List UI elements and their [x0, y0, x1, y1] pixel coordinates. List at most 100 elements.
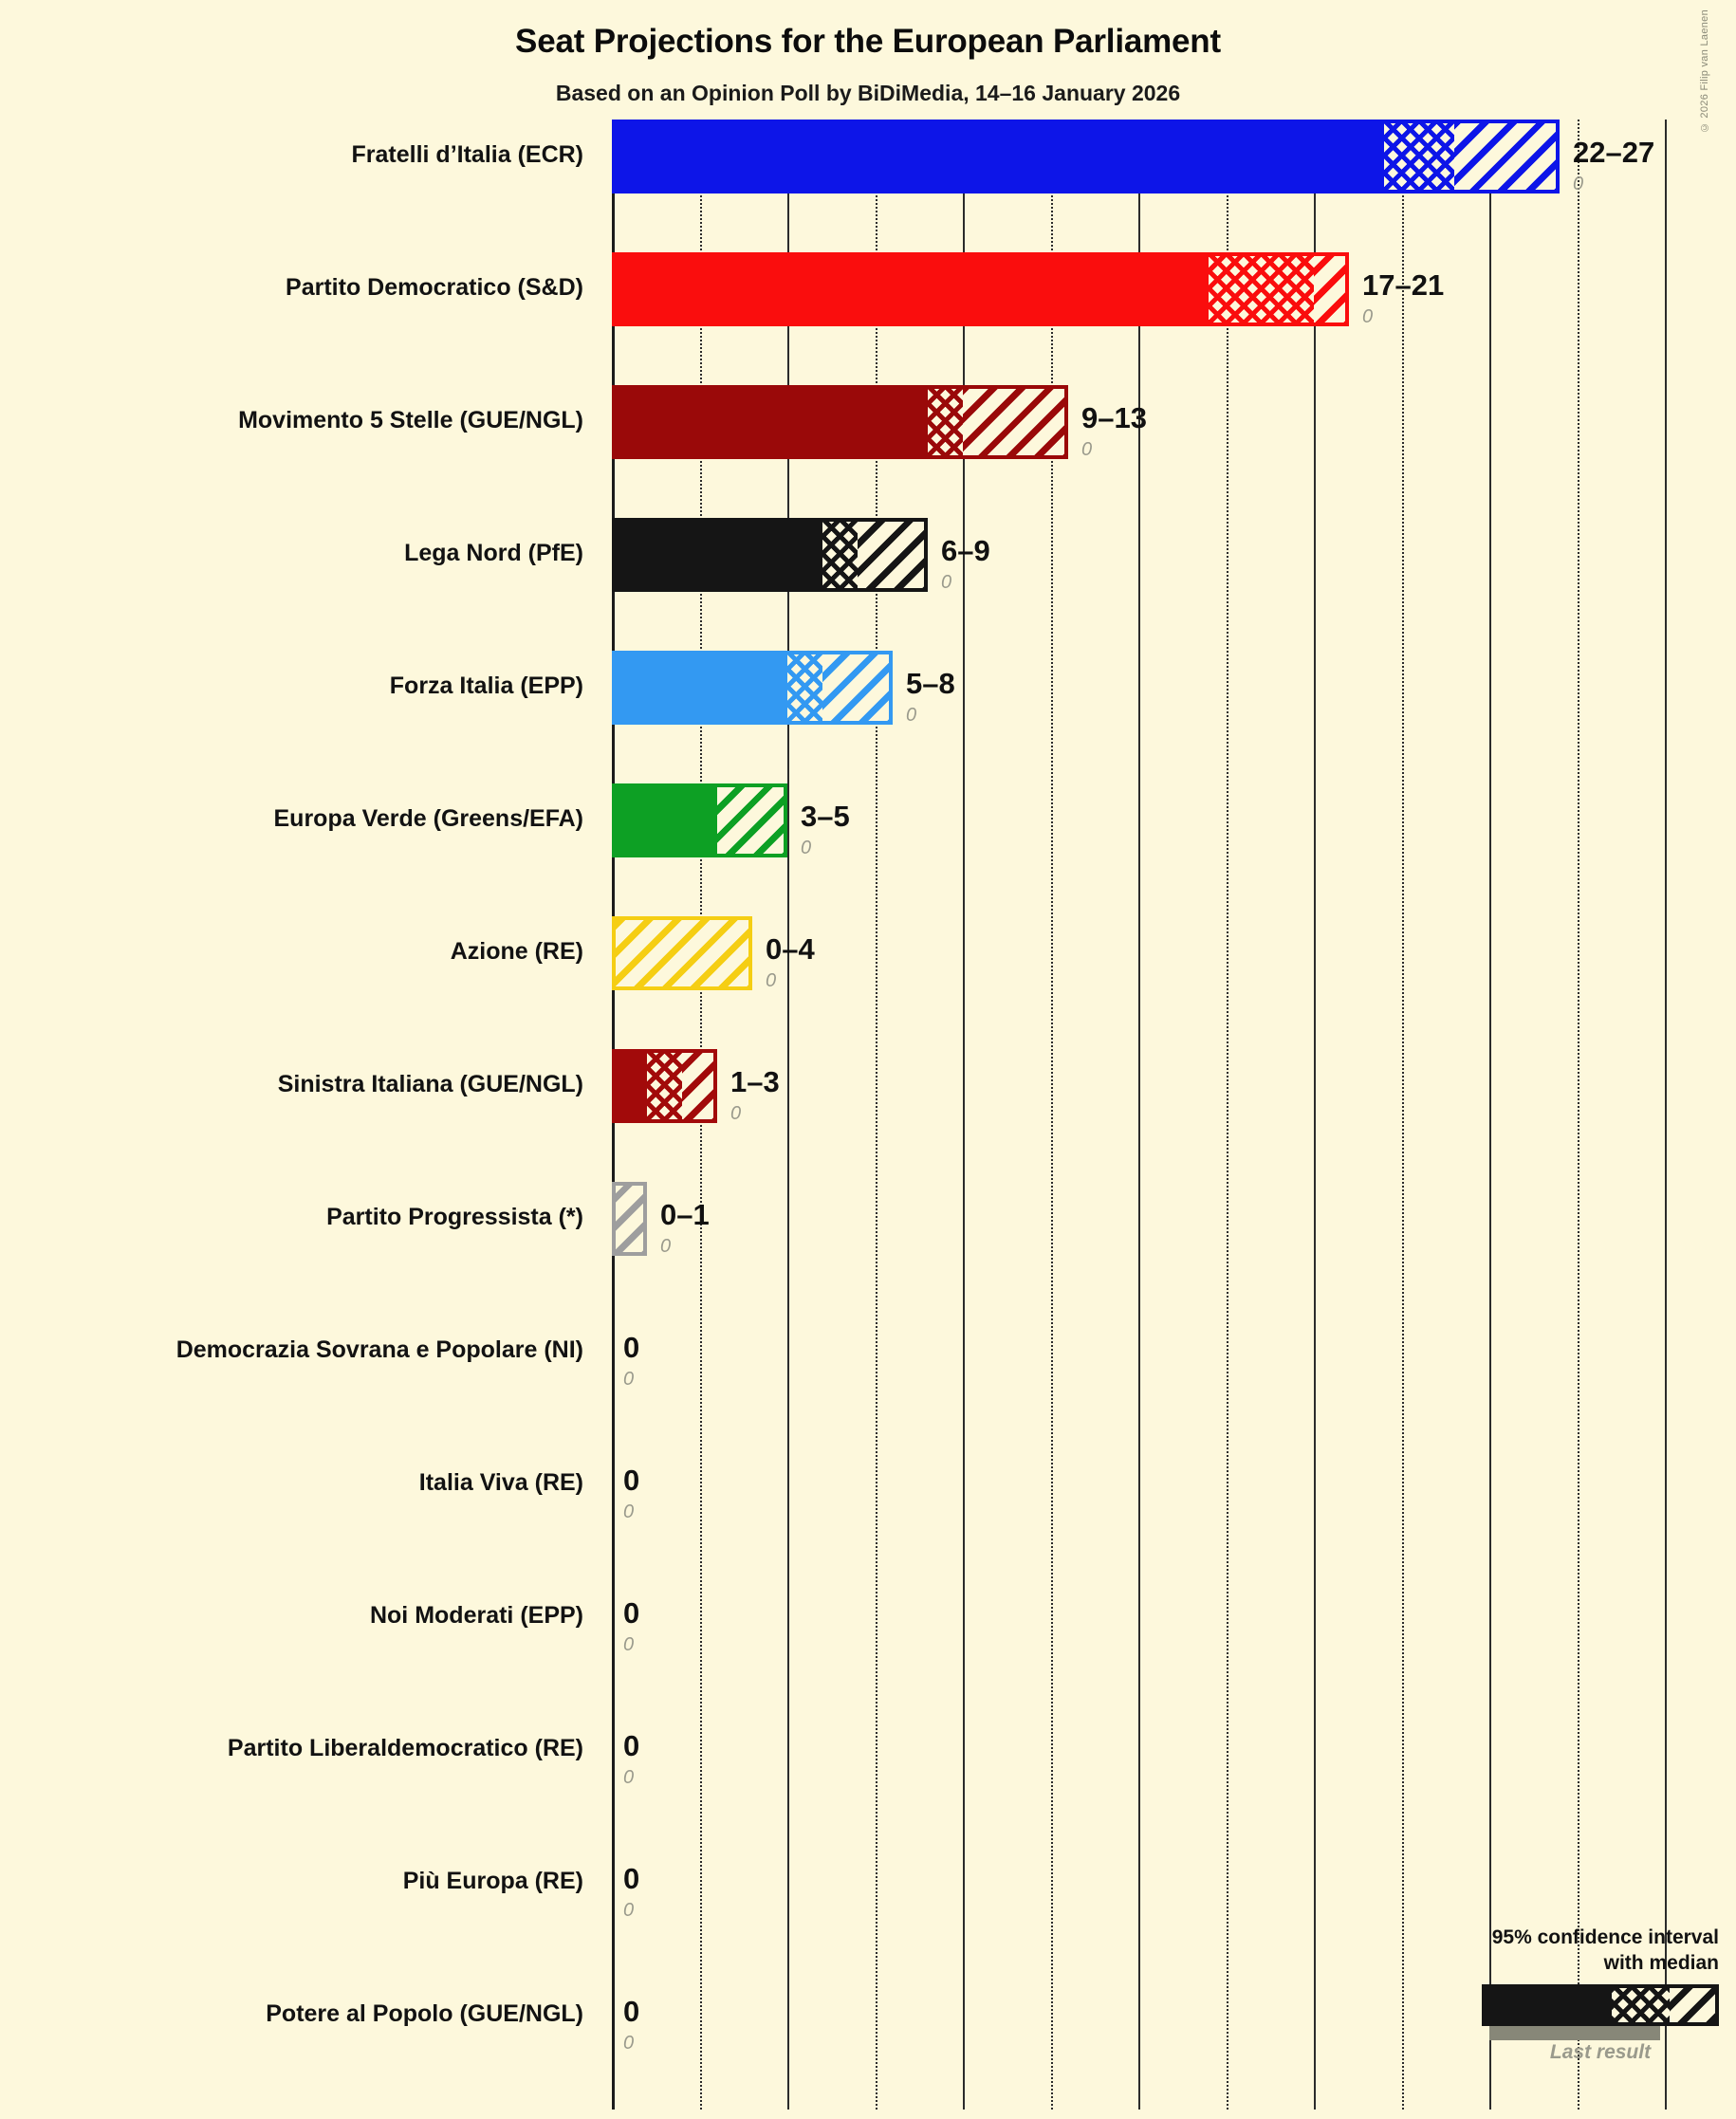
- confidence-interval-bar: [612, 252, 1349, 326]
- gridline-minor-12.5: [1050, 120, 1053, 2110]
- last-result-label: 0: [623, 2033, 635, 2054]
- bar-row: Noi Moderati (EPP) 0 0: [0, 1580, 1736, 1713]
- seat-range-label: 0: [623, 1596, 640, 1630]
- gridline-minor-17.5: [1226, 120, 1228, 2110]
- copyright-notice: © 2026 Filip van Laenen: [1699, 9, 1710, 134]
- seat-range-label: 5–8: [906, 667, 955, 700]
- party-label: Sinistra Italiana (GUE/NGL): [277, 1071, 583, 1097]
- last-result-label: 0: [623, 1634, 635, 1655]
- party-label: Lega Nord (PfE): [404, 540, 583, 566]
- seat-range-label: 0–1: [660, 1198, 710, 1231]
- seat-range-label: 0: [623, 1331, 640, 1364]
- confidence-interval-bar: [612, 120, 1560, 193]
- bar-row: Lega Nord (PfE) 6–9 0: [0, 518, 1736, 651]
- bar-segment-diagonal: [1314, 252, 1349, 326]
- bar-segment-solid: [612, 385, 928, 459]
- seat-range-label: 0: [623, 1995, 640, 2028]
- party-label: Partito Progressista (*): [326, 1204, 583, 1230]
- party-label: Europa Verde (Greens/EFA): [273, 805, 584, 832]
- seat-range-label: 0: [623, 1464, 640, 1497]
- bar-segment-diagonal: [858, 518, 928, 592]
- confidence-interval-bar: [612, 518, 928, 592]
- bar-segment-solid: [612, 783, 717, 857]
- gridline-major-15: [1138, 120, 1140, 2110]
- legend-sample-bar: [1482, 1983, 1719, 2026]
- seat-range-label: 3–5: [801, 800, 850, 833]
- seat-range-label: 0–4: [766, 932, 815, 966]
- last-result-label: 0: [623, 1900, 635, 1921]
- gridline-major-5: [787, 120, 789, 2110]
- confidence-interval-bar: [612, 651, 893, 725]
- gridline-major-10: [963, 120, 965, 2110]
- bar-segment-diagonal: [1454, 120, 1560, 193]
- bar-row: Azione (RE) 0–4 0: [0, 916, 1736, 1049]
- party-label: Democrazia Sovrana e Popolare (NI): [175, 1336, 583, 1363]
- gridline-minor-7.5: [875, 120, 877, 2110]
- legend-segment-diagonal: [1669, 1987, 1715, 2022]
- last-result-label: 0: [906, 705, 917, 726]
- seat-range-label: 1–3: [730, 1065, 780, 1098]
- gridline-minor-27.5: [1577, 120, 1579, 2110]
- bar-row: Più Europa (RE) 0 0: [0, 1846, 1736, 1979]
- party-label: Partito Liberaldemocratico (RE): [227, 1735, 583, 1761]
- legend-sample-wrap: Last result: [1366, 1983, 1727, 2063]
- bar-row: Italia Viva (RE) 0 0: [0, 1447, 1736, 1580]
- bar-segment-diagonal: [963, 385, 1068, 459]
- bar-segment-diagonal: [612, 916, 752, 990]
- bar-row: Partito Liberaldemocratico (RE) 0 0: [0, 1713, 1736, 1846]
- party-label: Potere al Popolo (GUE/NGL): [266, 2000, 583, 2027]
- last-result-label: 0: [623, 1767, 635, 1788]
- bar-segment-crosshatch: [928, 385, 963, 459]
- party-label: Più Europa (RE): [402, 1868, 583, 1894]
- bar-segment-crosshatch: [1384, 120, 1454, 193]
- legend-segment-crosshatch: [1612, 1987, 1670, 2022]
- party-label: Partito Democratico (S&D): [286, 274, 583, 301]
- last-result-label: 0: [766, 970, 777, 991]
- seat-range-label: 0: [623, 1729, 640, 1762]
- last-result-label: 0: [660, 1236, 672, 1257]
- seat-range-label: 0: [623, 1862, 640, 1895]
- party-label: Fratelli d’Italia (ECR): [351, 141, 583, 168]
- bar-segment-crosshatch: [787, 651, 822, 725]
- gridline-major-20: [1314, 120, 1316, 2110]
- bar-segment-solid: [612, 518, 822, 592]
- bar-row: Potere al Popolo (GUE/NGL) 0 0: [0, 1979, 1736, 2111]
- gridline-minor-22.5: [1401, 120, 1404, 2110]
- last-result-label: 0: [1081, 439, 1093, 460]
- bar-segment-crosshatch: [647, 1049, 682, 1123]
- confidence-interval-bar: [612, 385, 1068, 459]
- bar-segment-diagonal: [822, 651, 893, 725]
- seat-range-label: 6–9: [941, 534, 990, 567]
- gridline-major-30: [1665, 120, 1667, 2110]
- last-result-label: 0: [623, 1369, 635, 1390]
- bar-segment-diagonal: [612, 1182, 647, 1256]
- chart-subtitle: Based on an Opinion Poll by BiDiMedia, 1…: [555, 81, 1181, 105]
- bar-segment-solid: [612, 120, 1384, 193]
- last-result-label: 0: [730, 1103, 742, 1124]
- bar-row: Partito Democratico (S&D) 17–21 0: [0, 252, 1736, 385]
- bar-row: Movimento 5 Stelle (GUE/NGL) 9–13 0: [0, 385, 1736, 518]
- legend: 95% confidence interval with median Last…: [1366, 1926, 1727, 2063]
- last-result-label: 0: [941, 572, 952, 593]
- bar-row: Fratelli d’Italia (ECR) 22–27 0: [0, 120, 1736, 252]
- bar-row: Europa Verde (Greens/EFA) 3–5 0: [0, 783, 1736, 916]
- legend-ci-label: 95% confidence interval with median: [1491, 1926, 1719, 1974]
- seat-range-label: 22–27: [1573, 136, 1655, 169]
- legend-last-result-bar: [1489, 2025, 1660, 2040]
- seat-range-label: 9–13: [1081, 401, 1147, 434]
- last-result-label: 0: [623, 1502, 635, 1522]
- bar-segment-solid: [612, 252, 1209, 326]
- last-result-label: 0: [1362, 306, 1374, 327]
- page-title: Seat Projections for the European Parlia…: [515, 23, 1221, 60]
- bar-segment-diagonal: [682, 1049, 717, 1123]
- bar-segment-crosshatch: [822, 518, 858, 592]
- legend-segment-solid: [1486, 1987, 1613, 2022]
- last-result-label: 0: [801, 838, 812, 858]
- confidence-interval-bar: [612, 1182, 647, 1256]
- bar-row: Partito Progressista (*) 0–1 0: [0, 1182, 1736, 1315]
- confidence-interval-bar: [612, 1049, 717, 1123]
- gridline-major-25: [1489, 120, 1491, 2110]
- bar-row: Forza Italia (EPP) 5–8 0: [0, 651, 1736, 783]
- bar-row: Sinistra Italiana (GUE/NGL) 1–3 0: [0, 1049, 1736, 1182]
